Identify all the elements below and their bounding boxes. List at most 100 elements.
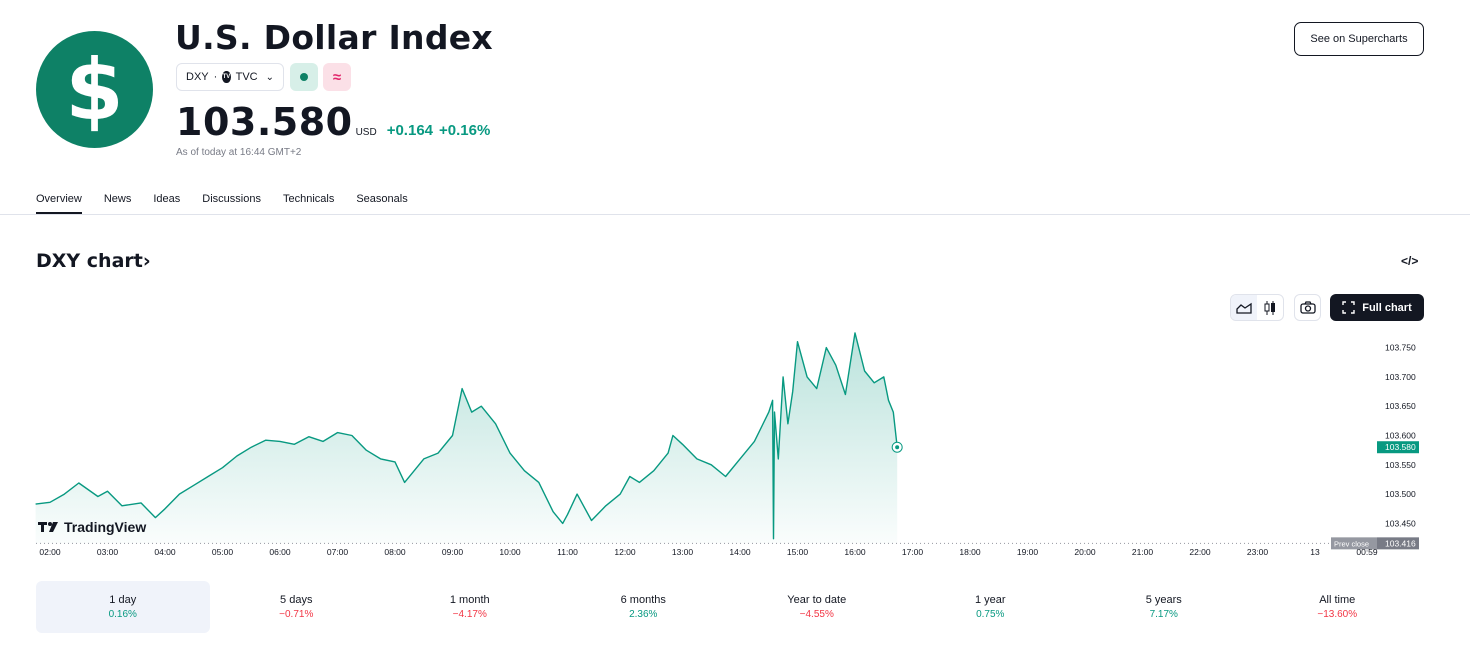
x-tick-label: 12:00 [614, 547, 636, 557]
price-line [35, 332, 898, 540]
x-tick-label: 21:00 [1132, 547, 1154, 557]
symbol-exchange-dropdown[interactable]: DXY · TV TVC ⌄ [176, 63, 284, 91]
x-tick-label: 18:00 [959, 547, 981, 557]
prev-close-value-badge [1377, 537, 1419, 550]
period-label: 5 years [1145, 594, 1182, 606]
tabs-divider [0, 214, 1470, 215]
period-change: −13.60% [1317, 609, 1358, 620]
market-open-button[interactable] [290, 63, 318, 91]
x-tick-label: 11:00 [557, 547, 578, 557]
period-change: 7.17% [1149, 609, 1178, 620]
period-1-year[interactable]: 1 year 0.75% [904, 581, 1078, 633]
x-tick-label: 20:00 [1074, 547, 1096, 557]
last-value-label: 103.580 [1385, 442, 1416, 452]
snapshot-button[interactable] [1294, 294, 1321, 321]
x-tick-label: 09:00 [442, 547, 464, 557]
period-label: 6 months [620, 594, 666, 606]
tab-bar: Overview News Ideas Discussions Technica… [36, 188, 430, 214]
candles-icon [1264, 300, 1275, 315]
x-tick-label: 19:00 [1017, 547, 1039, 557]
tab-overview[interactable]: Overview [36, 188, 82, 214]
period-6-months[interactable]: 6 months 2.36% [557, 581, 731, 633]
period-label: 5 days [280, 594, 313, 606]
x-tick-label: 13 [1310, 547, 1320, 557]
prev-close-label: Prev close [1334, 539, 1369, 548]
performance-periods: 1 day 0.16% 5 days −0.71% 1 month −4.17% 6 … [36, 581, 1424, 633]
currency-label: USD [355, 127, 377, 138]
last-value-badge [1377, 441, 1419, 454]
embed-code-icon[interactable]: </> [1401, 254, 1419, 268]
approx-icon: ≈ [332, 68, 342, 86]
y-tick-label: 103.450 [1385, 518, 1416, 528]
period-1-month[interactable]: 1 month −4.17% [383, 581, 557, 633]
candles-chart-button[interactable] [1257, 295, 1283, 320]
x-tick-label: 23:00 [1247, 547, 1269, 557]
chevron-down-icon: ⌄ [265, 71, 274, 83]
last-price: 103.580 [176, 100, 353, 144]
green-dot-icon [300, 73, 308, 81]
x-tick-label: 06:00 [269, 547, 291, 557]
y-tick-label: 103.650 [1385, 401, 1416, 411]
area-chart-icon [1236, 302, 1252, 314]
change-absolute: +0.164 [386, 122, 433, 139]
period-change: −4.17% [452, 609, 487, 620]
tab-ideas[interactable]: Ideas [153, 193, 181, 205]
period-change: 2.36% [629, 609, 658, 620]
period-change: 0.75% [976, 609, 1005, 620]
chart-style-toggle [1230, 294, 1284, 321]
x-tick-label: 03:00 [97, 547, 119, 557]
tab-news[interactable]: News [103, 193, 132, 205]
period-5-days[interactable]: 5 days −0.71% [210, 581, 384, 633]
x-tick-label: 17:00 [902, 547, 924, 557]
exchange-label: TVC [235, 71, 258, 83]
period-change: −4.55% [799, 609, 834, 620]
logo-symbol: $ [65, 40, 124, 139]
delayed-data-button[interactable]: ≈ [323, 63, 351, 91]
price-area-fill [35, 332, 898, 544]
period-change: −0.71% [279, 609, 314, 620]
x-tick-label: 04:00 [154, 547, 176, 557]
y-tick-label: 103.550 [1385, 460, 1416, 470]
see-on-supercharts-button[interactable]: See on Supercharts [1294, 22, 1424, 56]
x-tick-label: 15:00 [787, 547, 809, 557]
full-chart-label: Full chart [1362, 301, 1412, 314]
x-tick-label: 13:00 [672, 547, 694, 557]
period-change: 0.16% [108, 609, 137, 620]
period-label: 1 day [109, 594, 137, 606]
y-tick-label: 103.500 [1385, 489, 1416, 499]
full-chart-button[interactable]: Full chart [1330, 294, 1424, 321]
price-chart[interactable]: 103.750 103.700 103.650 103.600 103.550 103.5… [0, 330, 1470, 568]
tradingview-watermark: TradingView [38, 519, 146, 535]
x-tick-label: 22:00 [1189, 547, 1211, 557]
tab-technicals[interactable]: Technicals [282, 193, 335, 205]
period-label: 1 month [449, 594, 490, 606]
period-1-day[interactable]: 1 day 0.16% [36, 581, 210, 633]
period-year-to-date[interactable]: Year to date −4.55% [730, 581, 904, 633]
x-tick-label: 10:00 [499, 547, 521, 557]
chevron-right-icon: › [142, 250, 151, 272]
area-chart-button[interactable] [1231, 295, 1257, 320]
price-row: 103.580 USD +0.164 +0.16% [176, 100, 496, 144]
y-tick-label: 103.750 [1385, 343, 1416, 353]
separator: · [213, 71, 218, 83]
prev-close-value: 103.416 [1385, 538, 1416, 548]
x-tick-label: 08:00 [384, 547, 406, 557]
y-tick-label: 103.600 [1385, 431, 1416, 441]
period-5-years[interactable]: 5 years 7.17% [1077, 581, 1251, 633]
dollar-logo-icon: $ [36, 31, 153, 148]
last-point-dot [895, 445, 900, 450]
tradingview-logo-icon [38, 522, 58, 532]
period-all-time[interactable]: All time −13.60% [1251, 581, 1425, 633]
x-tick-label: 14:00 [729, 547, 751, 557]
change-percent: +0.16% [439, 122, 491, 139]
tradingview-mini-logo-icon: TV [222, 71, 231, 83]
chart-title-link[interactable]: DXY chart› [36, 250, 151, 272]
period-label: 1 year [974, 594, 1006, 606]
x-tick-label: 02:00 [39, 547, 61, 557]
x-tick-label: 07:00 [327, 547, 349, 557]
y-tick-label: 103.700 [1385, 372, 1416, 382]
x-tick-label: 00:59 [1356, 547, 1378, 557]
tab-seasonals[interactable]: Seasonals [356, 193, 408, 205]
tradingview-brand-label: TradingView [64, 519, 147, 535]
tab-discussions[interactable]: Discussions [202, 193, 261, 205]
